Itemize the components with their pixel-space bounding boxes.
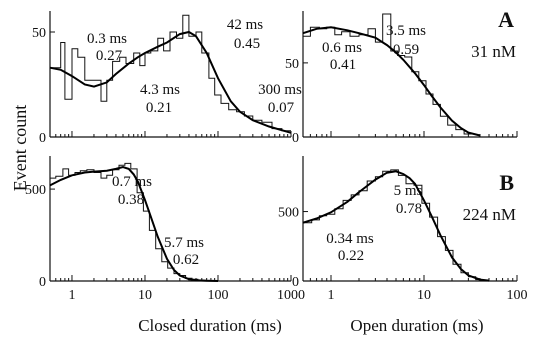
histogram-panel-1: 0 50 (32, 11, 292, 146)
panel-label-a: A (498, 7, 514, 32)
y-tick-label: 50 (32, 26, 46, 41)
concentration-b: 224 nM (463, 205, 516, 224)
annotation-tau: 0.6 ms (322, 40, 362, 56)
annotation-tau: 4.3 ms (140, 82, 180, 98)
histogram-steps (50, 162, 211, 281)
annotation-weight: 0.38 (118, 192, 144, 208)
annotations: 0.3 ms 0.27 4.3 ms 0.21 42 ms 0.45 300 m… (87, 17, 426, 268)
x-axis-label-open: Open duration (ms) (350, 316, 483, 335)
y-tick-label: 500 (278, 206, 299, 221)
fit-curve (49, 30, 292, 134)
annotation-weight: 0.41 (330, 57, 356, 73)
annotation-weight: 0.07 (268, 100, 295, 116)
annotation-tau: 0.7 ms (112, 174, 152, 190)
annotation-tau: 42 ms (227, 17, 263, 33)
histogram-panel-2: 0 50 (285, 11, 518, 146)
annotation-tau: 0.3 ms (87, 31, 127, 47)
x-tick-label: 1 (68, 288, 75, 303)
annotation-weight: 0.22 (338, 248, 364, 264)
annotation-weight: 0.27 (96, 48, 123, 64)
y-tick-label: 50 (285, 57, 299, 72)
y-axis-label: Event count (10, 105, 30, 191)
annotation-tau: 5 ms (394, 183, 423, 199)
y-tick-label: 0 (292, 131, 299, 146)
x-tick-label: 10 (138, 288, 152, 303)
fit-curve (49, 165, 219, 282)
x-tick-label: 1 (327, 288, 334, 303)
annotation-weight: 0.62 (173, 252, 199, 268)
x-axis-label-closed: Closed duration (ms) (138, 316, 282, 335)
annotation-tau: 5.7 ms (164, 235, 204, 251)
annotation-tau: 3.5 ms (386, 23, 426, 39)
y-tick-label: 0 (39, 131, 46, 146)
annotation-weight: 0.59 (393, 42, 419, 58)
annotation-weight: 0.21 (146, 100, 172, 116)
y-tick-label: 500 (25, 183, 46, 198)
annotation-tau: 0.34 ms (326, 231, 374, 247)
fit-curve (302, 170, 490, 282)
x-tick-label: 100 (207, 288, 228, 303)
y-tick-label: 0 (292, 275, 299, 290)
y-tick-label: 0 (39, 275, 46, 290)
fit-curve (302, 26, 481, 137)
panel-label-b: B (499, 170, 514, 195)
x-tick-label: 100 (507, 288, 528, 303)
x-tick-label: 10 (417, 288, 431, 303)
concentration-a: 31 nM (471, 42, 516, 61)
annotation-weight: 0.78 (396, 201, 422, 217)
annotation-weight: 0.45 (234, 36, 260, 52)
x-tick-label: 1000 (277, 288, 305, 303)
annotation-tau: 300 ms (258, 82, 302, 98)
